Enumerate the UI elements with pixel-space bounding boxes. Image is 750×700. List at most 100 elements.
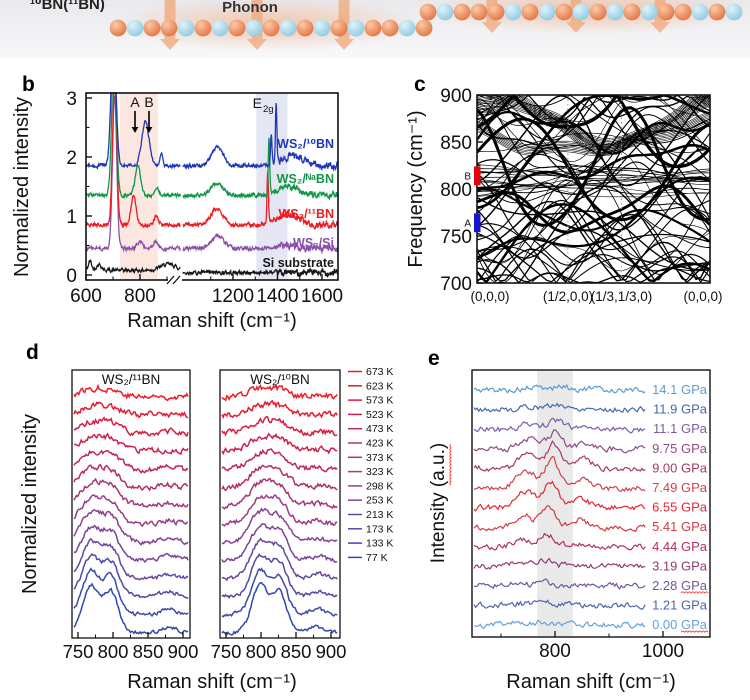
pressure-label: 14.1 GPa: [652, 382, 708, 397]
spectrum-curve: [182, 171, 338, 230]
pressure-label: 5.41 GPa: [652, 519, 708, 534]
squiggle-underline: [449, 443, 452, 486]
y-axis-title: Normalized intensity: [11, 97, 33, 277]
temp-curve-523K: [221, 432, 338, 456]
legend-label: 298 K: [366, 480, 393, 492]
mode-marker-A: [474, 213, 481, 233]
panel-c-phonon-dispersion: 700 750 800 850 900 B A (0,0,0) (1/2,0,0)(1/3,1/…: [405, 86, 723, 304]
mode-marker-label: A: [464, 218, 471, 229]
temp-curve-423K: [73, 463, 189, 492]
phonon-branch: [477, 229, 710, 282]
nitrogen-atom-icon: [640, 3, 658, 21]
temp-curve-573K: [221, 415, 338, 437]
pressure-label: 4.44 GPa: [652, 539, 708, 554]
nitrogen-atom-icon: [538, 3, 556, 21]
nitrogen-atom-icon: [126, 19, 144, 37]
spectrum-curve: [86, 259, 181, 275]
y-tick-label: 900: [440, 86, 472, 107]
phonon-branch: [477, 114, 710, 149]
legend-label: 213 K: [366, 509, 393, 521]
temp-curve-173K: [221, 552, 338, 600]
temp-curve-173K: [73, 552, 189, 600]
legend-label: 253 K: [366, 495, 393, 507]
temp-curve-573K: [73, 416, 189, 438]
boron-atom-icon: [194, 19, 212, 37]
spectrum-WSBN: [86, 92, 338, 172]
squiggle-underline: [680, 630, 709, 633]
y-axis-title: Intensity (a.u.): [428, 443, 449, 563]
legend-label: 77 K: [366, 552, 388, 564]
phonon-branch: [477, 95, 710, 146]
pressure-curve-11.1GPa: [473, 417, 646, 434]
temp-curve-133K: [73, 567, 189, 618]
x-tick-label: 750: [211, 641, 242, 662]
phonon-branch: [477, 99, 710, 147]
nitrogen-atom-icon: [211, 19, 229, 37]
temp-curve-523K: [73, 432, 189, 455]
phonon-branch: [477, 166, 710, 176]
phonon-branch: [477, 102, 710, 150]
phonon-branch: [477, 168, 710, 185]
phonon-branch: [477, 186, 710, 198]
phonon-branch: [477, 95, 710, 149]
pressure-curve-7.49GPa: [473, 455, 646, 493]
boron-atom-icon: [589, 3, 607, 21]
series-label: WS₂/ᴺᵃBN: [277, 172, 334, 186]
x-axis-title: Raman shift (cm⁻¹): [127, 671, 296, 693]
subpanel-title: WS₂/¹¹BN: [102, 372, 160, 387]
legend-label: 623 K: [366, 380, 393, 392]
phonon-branch: [477, 213, 710, 283]
boron-atom-icon: [453, 3, 471, 21]
boron-atom-icon: [521, 3, 539, 21]
series-label: Si substrate: [262, 256, 334, 270]
panel-c-letter: c: [414, 73, 426, 96]
temp-curve-473K: [221, 448, 338, 473]
subpanel-title: WS₂/¹⁰BN: [250, 372, 309, 387]
spectrum-curve: [182, 267, 338, 279]
phonon-branch: [477, 95, 710, 156]
legend-label: 573 K: [366, 395, 393, 407]
panel-e-letter: e: [428, 347, 440, 370]
temp-curve-473K: [73, 449, 189, 474]
phonon-branch: [477, 144, 710, 249]
phonon-branch: [477, 188, 710, 272]
axis-break-slash: [172, 275, 181, 285]
phonon-branch: [477, 106, 710, 176]
temp-curve-77K: [221, 582, 338, 636]
panel-d-letter: d: [26, 341, 39, 364]
phonon-branch: [477, 161, 710, 240]
pressure-label: 1.21 GPa: [652, 598, 708, 613]
pressure-curve-2.28GPa: [473, 578, 646, 590]
pressure-curve-3.19GPa: [473, 557, 646, 570]
x-tick-label: 850: [281, 641, 312, 662]
temp-curve-213K: [73, 537, 189, 581]
spectrum-curve: [182, 137, 338, 201]
temp-curve-623K: [221, 400, 338, 420]
x-tick-label: 800: [539, 641, 571, 662]
x-tick-label: 1400: [256, 286, 298, 307]
temp-curve-213K: [221, 537, 338, 582]
x-tick-label: 900: [168, 641, 199, 662]
boron-atom-icon: [143, 19, 161, 37]
annotation-arrowhead: [131, 127, 139, 133]
boron-atom-icon: [364, 19, 382, 37]
spectrum-curve: [86, 92, 181, 170]
peak-a-label: A: [130, 94, 140, 110]
boron-atom-icon: [415, 19, 433, 37]
nitrogen-atom-icon: [606, 3, 624, 21]
phonon-branch: [477, 175, 710, 186]
phonon-branch: [477, 95, 710, 142]
spectrum-curve: [182, 103, 338, 172]
series-label: WS₂/¹⁰BN: [277, 137, 334, 151]
phonon-branch: [477, 143, 710, 190]
x-tick-label: 1600: [301, 286, 343, 307]
phonon-branch: [477, 121, 710, 156]
phonon-branch: [477, 206, 710, 263]
axis-break-slash: [166, 275, 175, 285]
series-label: WS₂/¹¹BN: [278, 207, 334, 221]
temp-curve-298K: [73, 508, 189, 546]
peak-b-label: B: [144, 94, 153, 110]
pressure-label: 11.1 GPa: [653, 421, 708, 436]
phonon-branch: [477, 131, 710, 259]
